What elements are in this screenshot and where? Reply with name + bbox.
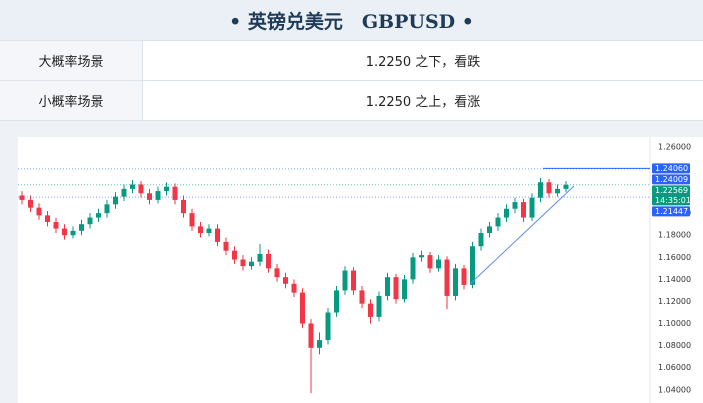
candle-body — [155, 191, 161, 200]
candle-body — [521, 202, 526, 218]
candle-body — [87, 217, 93, 225]
candle-body — [453, 268, 458, 296]
candle-body — [113, 196, 118, 205]
cell: 小概率场景 — [0, 81, 143, 120]
candle-body — [308, 323, 314, 348]
candle-body — [96, 213, 101, 218]
candle-body — [368, 303, 373, 317]
candle-body — [70, 230, 76, 236]
candle-body — [19, 195, 25, 200]
candle-body — [266, 253, 271, 269]
candle-body — [274, 268, 280, 278]
candle-body — [232, 250, 237, 260]
candle-body — [487, 226, 492, 234]
candle-body — [189, 213, 195, 227]
candle-body — [555, 188, 560, 194]
candle-body — [436, 259, 441, 269]
candle-body — [36, 207, 42, 216]
candle-body — [478, 233, 484, 247]
candle-body — [79, 224, 84, 231]
price-label: 1.21447 — [655, 207, 688, 216]
candle-body — [206, 228, 212, 234]
y-tick-label: 1.08000 — [658, 341, 691, 350]
candle-body — [538, 182, 543, 198]
candle-body — [45, 215, 50, 222]
candle-body — [104, 204, 110, 214]
table-row: 小概率场景 1.2250 之上，看涨 — [0, 81, 703, 121]
candle-body — [529, 197, 535, 218]
y-tick-label: 1.16000 — [658, 253, 691, 262]
candle-body — [546, 182, 552, 194]
candle-body — [147, 193, 152, 200]
cell: 大概率场景 — [0, 41, 143, 80]
candle-body — [121, 188, 127, 197]
candle-body — [130, 184, 135, 189]
candle-body — [249, 261, 254, 267]
cell: 1.2250 之上，看涨 — [365, 95, 481, 110]
candle-body — [504, 208, 509, 218]
chart: 1.260001.200001.180001.160001.140001.120… — [18, 137, 703, 403]
candle-body — [257, 253, 263, 262]
candle-body — [164, 186, 169, 192]
price-label-box — [652, 185, 690, 206]
candle-body — [419, 255, 424, 258]
cell: 1.2250 之下，看跌 — [365, 55, 481, 70]
y-tick-label: 1.14000 — [658, 275, 691, 284]
candle-body — [291, 283, 297, 293]
candle-body — [215, 228, 220, 242]
candle-body — [495, 217, 501, 227]
price-label: 1.24009 — [655, 175, 688, 184]
candle-body — [351, 270, 356, 291]
candle-body — [334, 290, 339, 313]
candle-body — [317, 340, 322, 348]
candle-body — [385, 277, 390, 296]
candle-body — [402, 279, 407, 300]
table-row: 大概率场景 1.2250 之下，看跌 — [0, 41, 703, 81]
candle-body — [376, 295, 382, 317]
candle-body — [62, 228, 67, 236]
candle-body — [172, 186, 178, 200]
candle-body — [563, 184, 569, 189]
y-tick-label: 1.12000 — [658, 297, 691, 306]
candle-body — [444, 259, 450, 296]
price-label: 1.24060 — [655, 164, 688, 173]
candle-body — [138, 184, 144, 194]
price-label: 1.22569 — [655, 186, 688, 195]
candle-body — [470, 246, 475, 285]
candle-body — [223, 241, 229, 251]
y-tick-label: 1.06000 — [658, 363, 691, 372]
candle-body — [410, 257, 416, 280]
y-tick-label: 1.10000 — [658, 319, 691, 328]
candle-body — [181, 199, 186, 214]
candle-body — [300, 292, 305, 324]
candle-body — [28, 199, 33, 208]
price-label-time: 14:35:01 — [655, 196, 691, 205]
price-label-box — [652, 174, 690, 185]
candle-body — [359, 290, 365, 304]
trend-line — [469, 185, 575, 285]
candle-body — [393, 277, 399, 300]
candle-body — [342, 270, 348, 291]
y-tick-label: 1.04000 — [658, 385, 691, 394]
candle-body — [53, 221, 59, 229]
candle-body — [283, 277, 288, 284]
candle-body — [427, 255, 433, 269]
candle-body — [240, 259, 246, 267]
title: • 英镑兑美元 GBPUSD • — [0, 0, 703, 41]
candle-body — [198, 226, 203, 234]
candle-body — [461, 268, 467, 285]
price-label-box — [652, 163, 690, 174]
price-label-box — [652, 206, 690, 217]
y-tick-label: 1.26000 — [658, 142, 691, 151]
y-tick-label: 1.18000 — [658, 231, 691, 240]
candle-body — [325, 312, 331, 341]
candle-body — [512, 202, 518, 209]
